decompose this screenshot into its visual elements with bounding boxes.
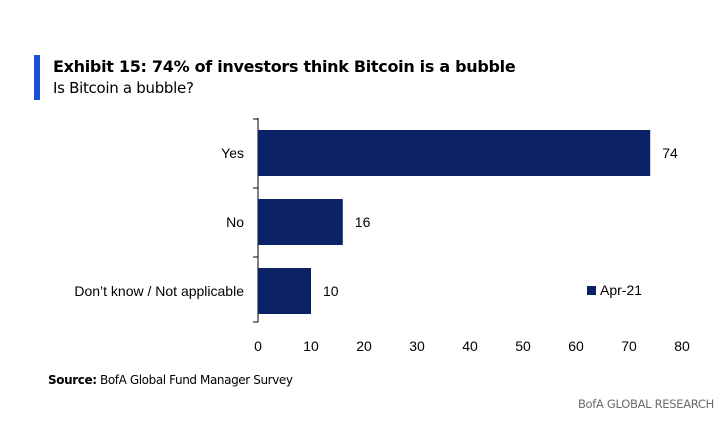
chart-title: Exhibit 15: 74% of investors think Bitco… [53, 57, 516, 76]
source-note: Source: BofA Global Fund Manager Survey [48, 373, 293, 387]
x-tick-label: 10 [303, 338, 319, 354]
data-label: 74 [662, 145, 678, 161]
x-tick-label: 40 [462, 338, 478, 354]
source-text: BofA Global Fund Manager Survey [96, 373, 293, 387]
category-label: No [226, 214, 244, 230]
chart-subtitle: Is Bitcoin a bubble? [53, 79, 194, 97]
data-label: 10 [323, 283, 339, 299]
source-label: Source: [48, 373, 97, 387]
data-label: 16 [355, 214, 371, 230]
category-label: Don’t know / Not applicable [74, 283, 244, 299]
bar-0 [258, 130, 651, 176]
legend-label: Apr-21 [600, 282, 642, 298]
x-tick-label: 60 [568, 338, 584, 354]
x-tick-label: 20 [356, 338, 372, 354]
x-tick-label: 30 [409, 338, 425, 354]
legend-swatch [587, 286, 596, 295]
x-tick-label: 70 [621, 338, 637, 354]
category-label: Yes [221, 145, 244, 161]
x-tick-label: 50 [515, 338, 531, 354]
brand-footer: BofA GLOBAL RESEARCH [577, 397, 714, 411]
title-accent-bar [34, 55, 40, 100]
x-tick-label: 80 [674, 338, 690, 354]
x-tick-label: 0 [254, 338, 262, 354]
bar-1 [258, 199, 343, 245]
bar-2 [258, 268, 311, 314]
